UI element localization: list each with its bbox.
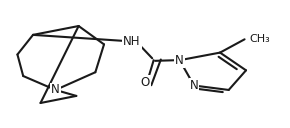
Text: CH₃: CH₃ [249, 34, 270, 44]
Text: N: N [190, 79, 198, 92]
Text: N: N [51, 83, 60, 97]
Text: N: N [175, 54, 184, 67]
Text: NH: NH [123, 35, 141, 48]
Text: O: O [140, 76, 150, 89]
